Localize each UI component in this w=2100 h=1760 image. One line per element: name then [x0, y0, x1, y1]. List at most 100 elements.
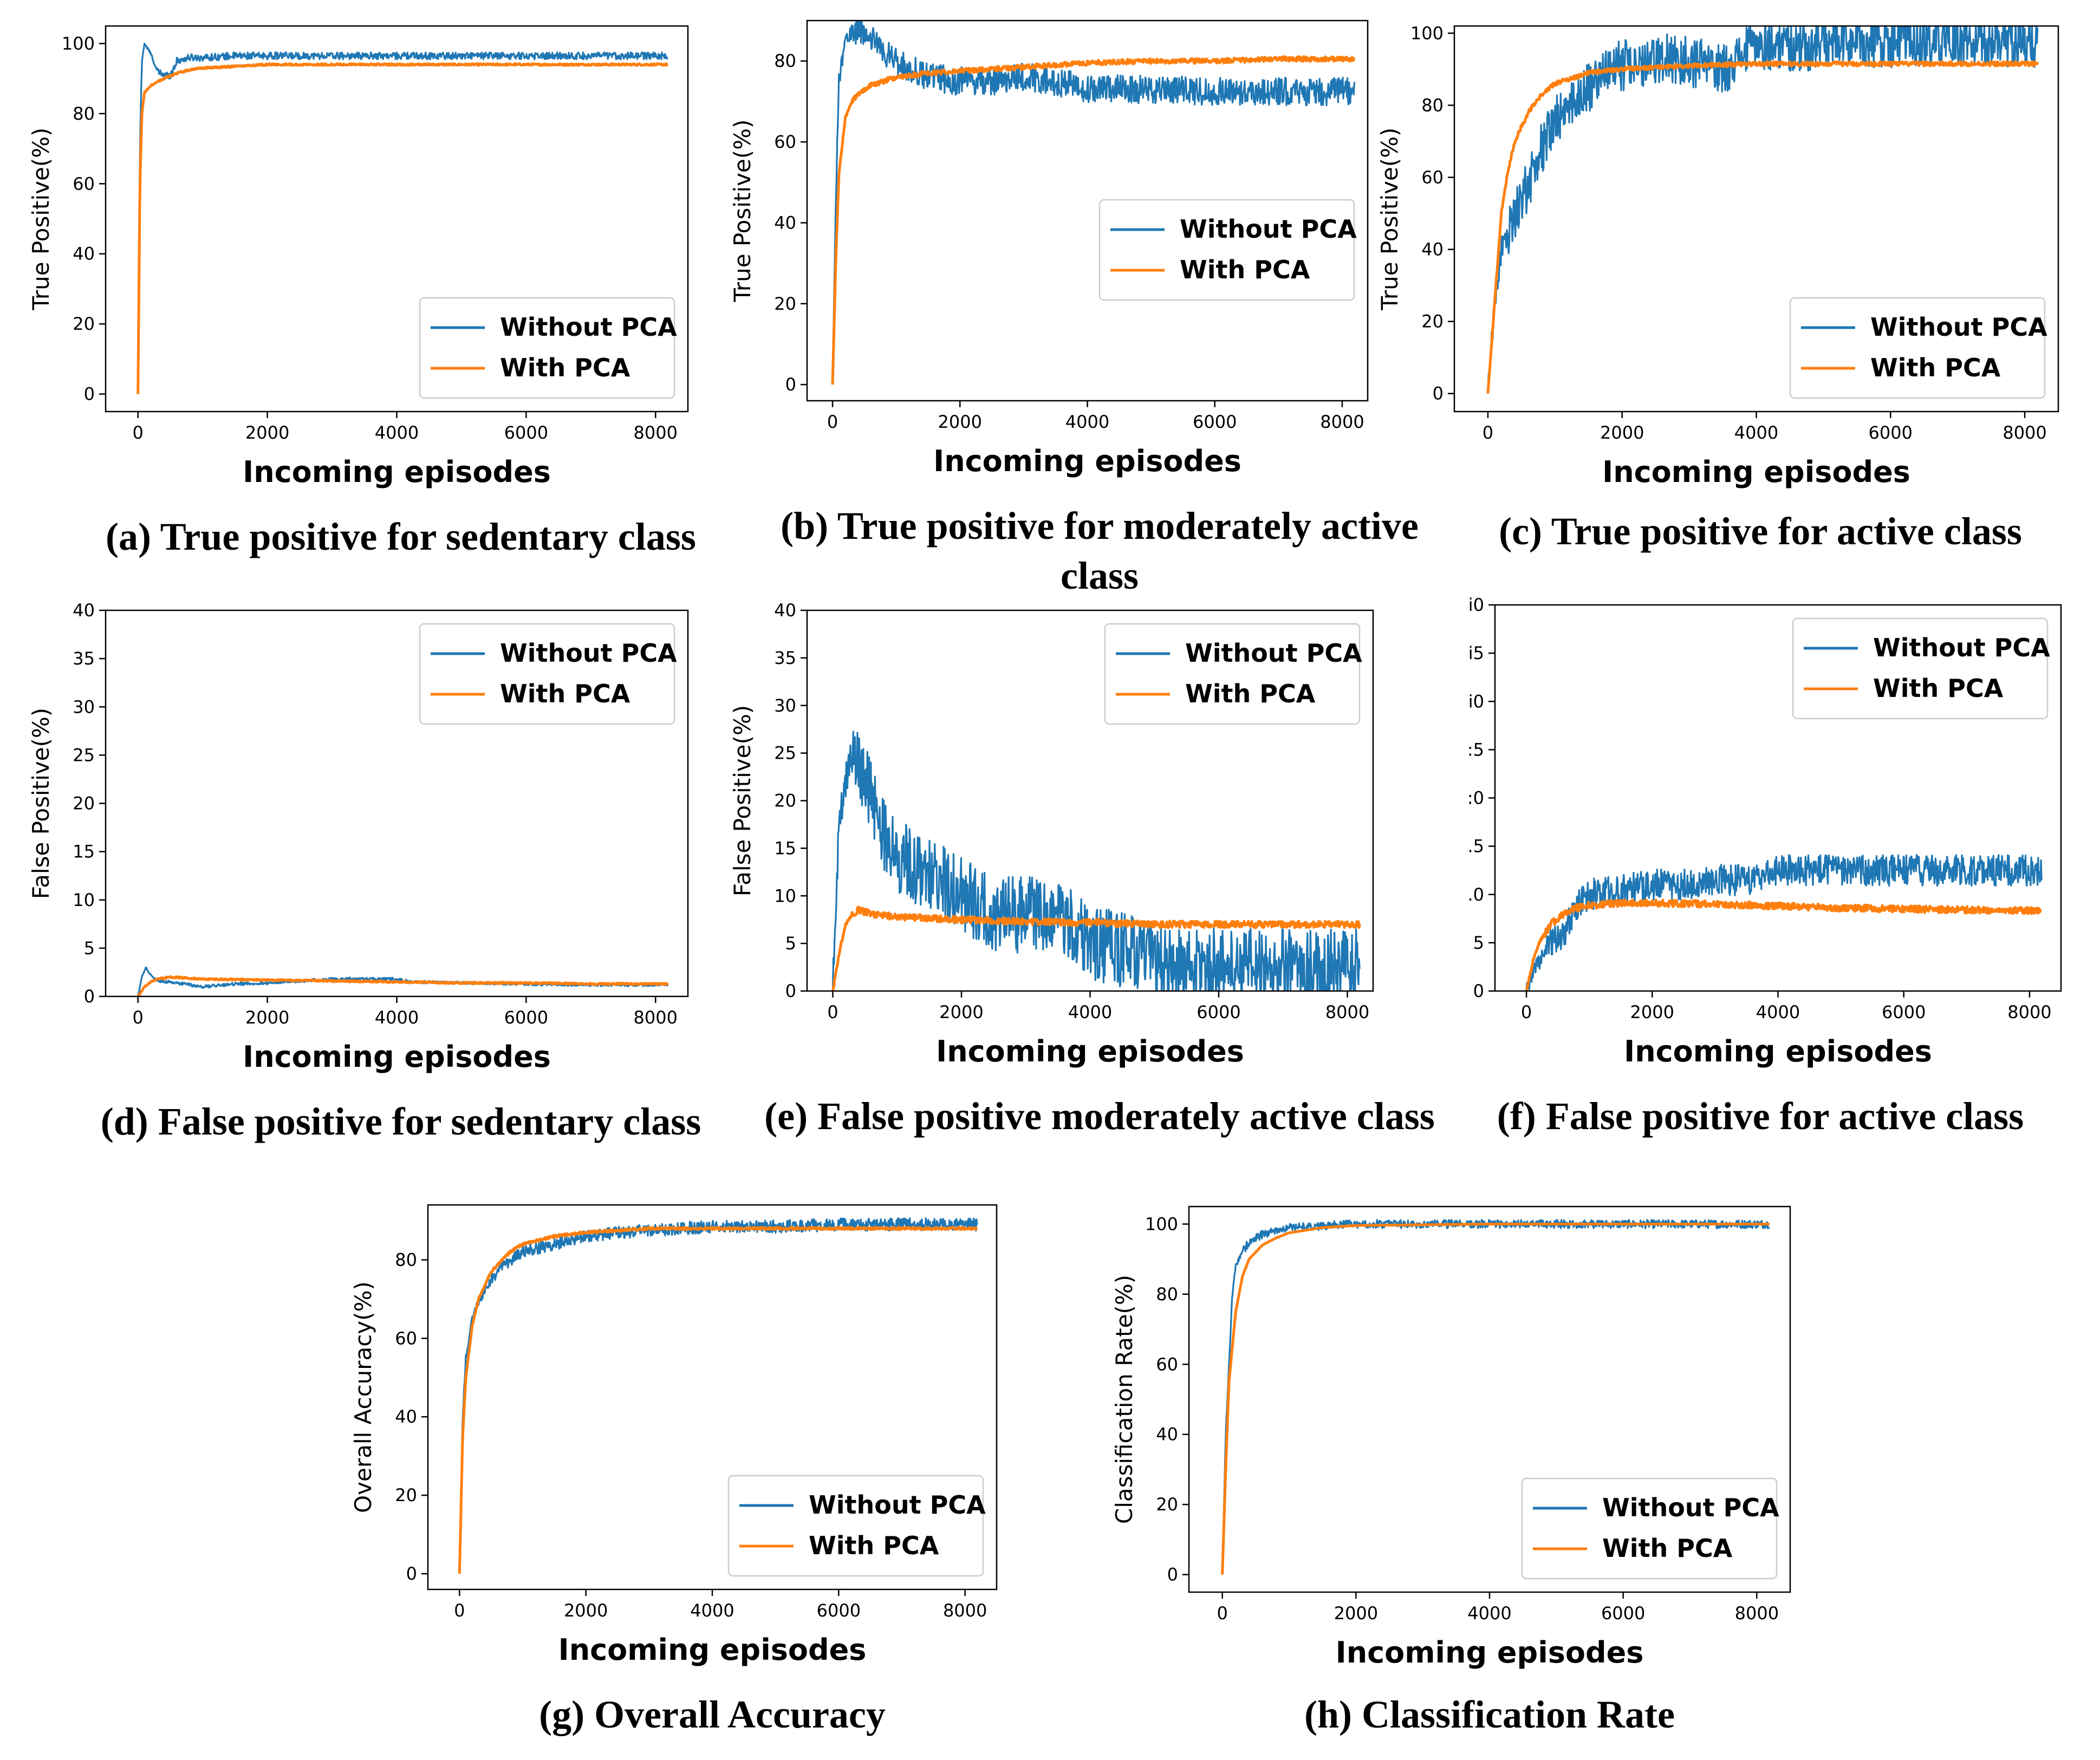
y-tick-label: 25 — [774, 743, 796, 764]
caption-d: (d) False positive for sedentary class — [100, 1100, 701, 1143]
legend: Without PCA With PCA — [1789, 297, 2047, 399]
y-axis-label: False Positive(%) — [729, 705, 756, 896]
x-tick-label: 6000 — [1869, 422, 1913, 443]
x-tick-label: 4000 — [1467, 1603, 1511, 1624]
y-tick-label: 0 — [785, 981, 796, 1001]
legend: Without PCA With PCA — [727, 1475, 986, 1577]
chart-e: 0 2000 4000 6000 8000 0 5 10 15 20 25 30 35 40 Incomin… — [729, 600, 1374, 1068]
x-tick-label: 4000 — [690, 1600, 734, 1621]
x-axis-label: Incoming episodes — [1336, 1635, 1644, 1670]
x-axis-label: Incoming episodes — [936, 1034, 1244, 1068]
y-tick-label: 100 — [1410, 23, 1444, 43]
y-tick-label: 60 — [1156, 1354, 1178, 1374]
chart-h: 0 2000 4000 6000 8000 0 20 40 60 80 100 Incoming ep… — [1111, 1205, 1791, 1670]
y-tick-label: 0 — [1167, 1565, 1178, 1585]
x-tick-label: 2000 — [245, 422, 289, 443]
y-tick-label: 20 — [395, 1485, 417, 1505]
x-tick-label: 0 — [454, 1600, 465, 1621]
x-axis-label: Incoming episodes — [243, 1040, 551, 1074]
legend: Without PCA With PCA — [419, 297, 677, 399]
y-tick-label: 100 — [62, 33, 95, 54]
y-tick-label: 5 — [84, 938, 95, 959]
y-tick-label: 20 — [73, 793, 95, 814]
y-tick-label: .5 — [1467, 836, 1484, 857]
y-tick-label: 5 — [785, 933, 796, 954]
legend-label: With PCA — [1870, 353, 2001, 382]
x-tick-label: 6000 — [1193, 412, 1237, 432]
caption-h: (h) Classification Rate — [1304, 1693, 1675, 1736]
y-tick-label: 5 — [1473, 933, 1484, 953]
y-tick-label: 40 — [774, 600, 796, 621]
x-axis-label: Incoming episodes — [1624, 1034, 1932, 1068]
legend-label: With PCA — [809, 1531, 939, 1560]
y-tick-label: 0 — [1473, 981, 1484, 1001]
caption-g: (g) Overall Accuracy — [539, 1693, 886, 1736]
x-tick-label: 6000 — [1197, 1002, 1240, 1022]
y-tick-label: 0 — [84, 986, 95, 1007]
x-axis-label: Incoming episodes — [1602, 455, 1910, 489]
y-tick-label: 30 — [73, 696, 95, 717]
x-tick-label: 4000 — [375, 422, 419, 443]
x-tick-label: 8000 — [1735, 1603, 1779, 1624]
series-line-with-pca — [1525, 898, 2043, 991]
legend: Without PCA With PCA — [1521, 1477, 1779, 1580]
x-tick-label: 2000 — [1334, 1603, 1378, 1624]
y-tick-label: 40 — [73, 600, 95, 621]
legend-box — [1104, 623, 1361, 725]
caption-c: (c) True positive for active class — [1499, 510, 2022, 553]
x-tick-label: 2000 — [938, 412, 982, 432]
series-line-with-pca — [831, 55, 1356, 385]
x-axis-label: Incoming episodes — [243, 455, 551, 489]
y-tick-label: 20 — [73, 314, 95, 334]
caption-e: (e) False positive moderately active cla… — [764, 1094, 1435, 1138]
y-tick-label: 15 — [73, 842, 95, 862]
x-tick-label: 4000 — [1068, 1002, 1112, 1022]
y-tick-label: i5 — [1468, 643, 1484, 663]
x-tick-label: 6000 — [1882, 1002, 1926, 1022]
legend-label: Without PCA — [1870, 312, 2047, 342]
legend-label: Without PCA — [500, 312, 677, 342]
legend-label: Without PCA — [1873, 633, 2050, 662]
x-tick-label: 4000 — [1734, 422, 1778, 443]
y-tick-label: 80 — [774, 51, 796, 71]
x-tick-label: 0 — [1217, 1603, 1227, 1624]
legend-label: With PCA — [1180, 255, 1310, 284]
caption-f: (f) False positive for active class — [1497, 1094, 2024, 1138]
y-tick-label: 40 — [1421, 239, 1444, 260]
y-tick-label: .0 — [1467, 884, 1484, 905]
series-line-with-pca — [458, 1226, 978, 1574]
y-axis-label: True Positive(%) — [1376, 127, 1403, 310]
y-axis-label: True Positive(%) — [729, 119, 756, 302]
y-tick-label: i0 — [1468, 595, 1484, 615]
y-tick-label: 20 — [1156, 1494, 1178, 1515]
legend: Without PCA With PCA — [1792, 617, 2050, 720]
x-tick-label: 8000 — [2007, 1002, 2051, 1022]
x-tick-label: 4000 — [1065, 412, 1109, 432]
legend-label: With PCA — [500, 353, 630, 382]
x-tick-label: 6000 — [817, 1600, 861, 1621]
x-tick-label: 0 — [1483, 422, 1493, 443]
y-tick-label: 0 — [785, 374, 796, 395]
y-tick-label: 25 — [73, 745, 95, 765]
y-tick-label: :5 — [1467, 739, 1484, 760]
y-tick-label: 60 — [774, 132, 796, 152]
x-tick-label: 8000 — [2003, 422, 2046, 443]
x-tick-label: 4000 — [1756, 1002, 1800, 1022]
legend-label: Without PCA — [1180, 214, 1357, 244]
legend-label: With PCA — [500, 679, 630, 708]
x-tick-label: 0 — [1521, 1002, 1532, 1022]
x-tick-label: 8000 — [634, 1007, 678, 1028]
series-line-without-pca — [1487, 26, 2039, 394]
legend: Without PCA With PCA — [1098, 199, 1357, 301]
series-line-without-pca — [137, 42, 668, 394]
y-tick-label: 30 — [774, 695, 796, 716]
legend-label: Without PCA — [809, 1490, 986, 1520]
x-tick-label: 2000 — [1630, 1002, 1674, 1022]
chart-g: 0 2000 4000 6000 8000 0 20 40 60 80 Incoming episo… — [350, 1204, 998, 1667]
x-tick-label: 2000 — [564, 1600, 608, 1621]
legend-box — [419, 297, 675, 399]
series-line-without-pca — [1525, 854, 2043, 991]
y-tick-label: 35 — [73, 648, 95, 669]
y-tick-label: 80 — [1421, 95, 1444, 115]
chart-b: 0 2000 4000 6000 8000 0 20 40 60 80 Incoming episo… — [729, 19, 1369, 478]
